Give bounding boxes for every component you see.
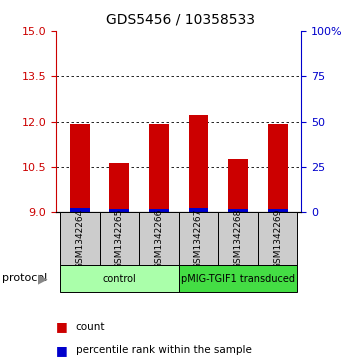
Text: GSM1342269: GSM1342269 [273, 208, 282, 269]
Bar [109, 163, 129, 212]
Bar [149, 209, 169, 212]
Bar [228, 159, 248, 212]
Bar [188, 208, 208, 212]
Bar [228, 209, 248, 212]
Text: pMIG-TGIF1 transduced: pMIG-TGIF1 transduced [181, 274, 295, 284]
Text: GSM1342268: GSM1342268 [234, 208, 243, 269]
Bar [100, 212, 139, 265]
Bar [149, 124, 169, 212]
Text: protocol: protocol [2, 273, 47, 284]
Text: ■: ■ [56, 344, 68, 357]
Text: count: count [76, 322, 105, 332]
Bar [188, 115, 208, 212]
Text: ■: ■ [56, 320, 68, 333]
Text: ▶: ▶ [38, 272, 47, 285]
Bar [218, 212, 258, 265]
Text: percentile rank within the sample: percentile rank within the sample [76, 345, 252, 355]
Bar [268, 209, 288, 212]
Text: GDS5456 / 10358533: GDS5456 / 10358533 [106, 13, 255, 27]
Text: GSM1342266: GSM1342266 [155, 208, 164, 269]
Bar [70, 124, 90, 212]
Bar [60, 212, 100, 265]
Bar [258, 212, 297, 265]
Text: GSM1342264: GSM1342264 [75, 209, 84, 269]
Bar [268, 124, 288, 212]
Text: GSM1342265: GSM1342265 [115, 208, 124, 269]
Text: control: control [103, 274, 136, 284]
Bar [70, 208, 90, 212]
Bar [109, 209, 129, 212]
Bar [179, 212, 218, 265]
Text: GSM1342267: GSM1342267 [194, 208, 203, 269]
Bar [179, 265, 297, 292]
Bar [60, 265, 179, 292]
Bar [139, 212, 179, 265]
